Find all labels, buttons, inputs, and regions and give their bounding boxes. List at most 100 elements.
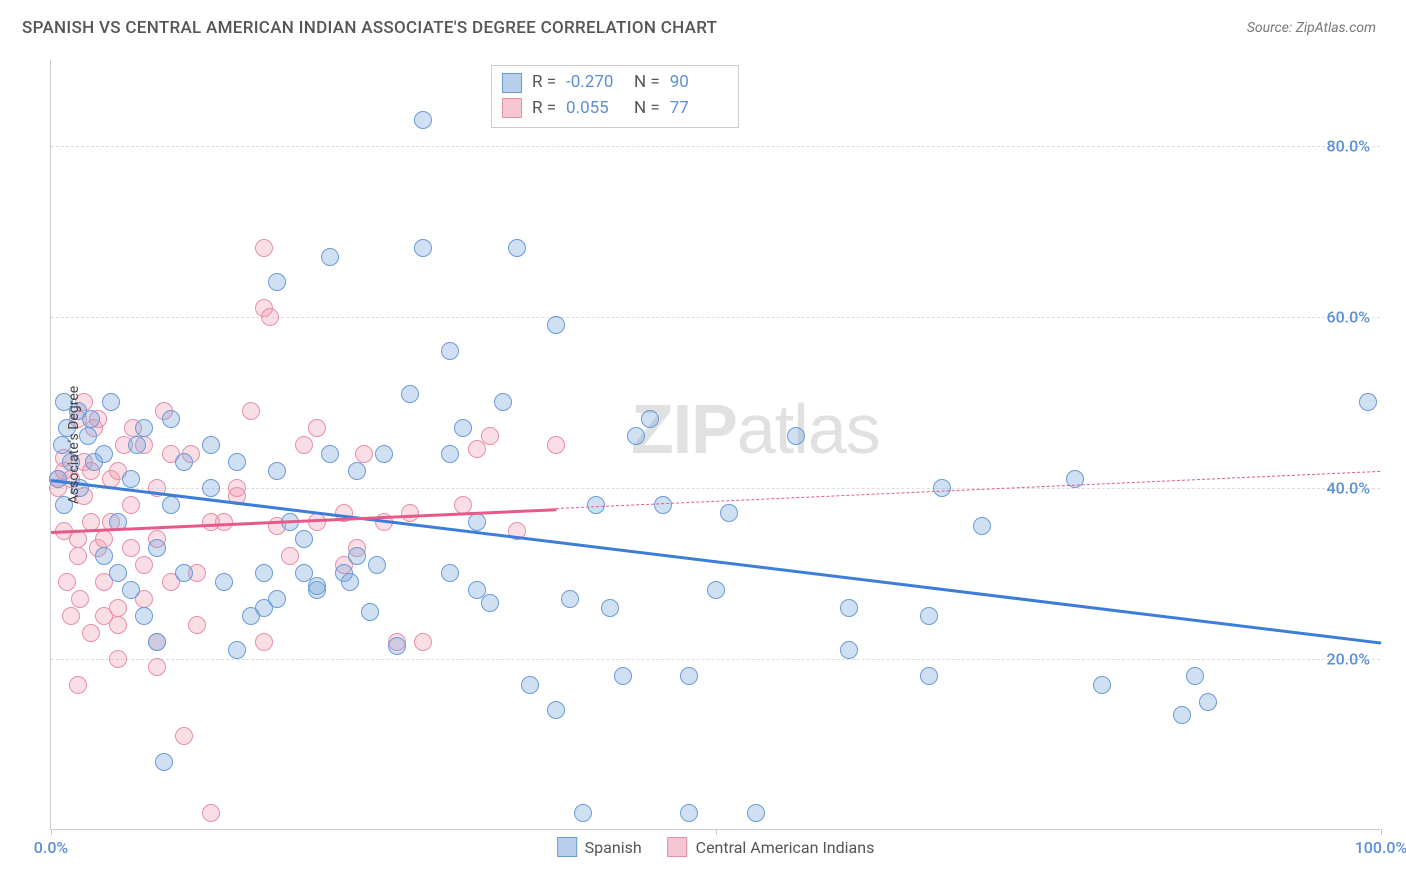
scatter-point <box>840 641 858 659</box>
scatter-point <box>95 445 113 463</box>
scatter-point <box>228 641 246 659</box>
scatter-point <box>321 248 339 266</box>
scatter-point <box>255 564 273 582</box>
scatter-point <box>920 667 938 685</box>
scatter-point <box>547 701 565 719</box>
scatter-point <box>401 504 419 522</box>
scatter-point <box>973 517 991 535</box>
scatter-point <box>441 342 459 360</box>
y-tick-label: 80.0% <box>1326 136 1370 155</box>
scatter-point <box>654 496 672 514</box>
scatter-point <box>840 599 858 617</box>
watermark-light: atlas <box>737 390 880 468</box>
scatter-point <box>148 539 166 557</box>
scatter-point <box>122 539 140 557</box>
scatter-point <box>261 308 279 326</box>
plot-region: ZIPatlas 20.0%40.0%60.0%80.0%0.0%100.0%R… <box>50 60 1380 830</box>
scatter-point <box>109 564 127 582</box>
x-tick <box>51 829 52 835</box>
scatter-point <box>281 547 299 565</box>
scatter-point <box>1359 393 1377 411</box>
legend-r-label: R = <box>532 96 556 122</box>
y-axis-label: Associate's Degree <box>66 386 82 504</box>
chart-title: SPANISH VS CENTRAL AMERICAN INDIAN ASSOC… <box>22 18 717 38</box>
legend-r-value: 0.055 <box>566 96 624 122</box>
watermark-bold: ZIP <box>631 390 737 468</box>
legend-swatch <box>668 837 688 857</box>
grid-line <box>51 488 1380 489</box>
legend-bottom-item: Spanish <box>557 837 642 857</box>
grid-line <box>51 146 1380 147</box>
scatter-point <box>1093 676 1111 694</box>
scatter-point <box>481 594 499 612</box>
scatter-point <box>521 676 539 694</box>
scatter-point <box>71 590 89 608</box>
legend-swatch <box>557 837 577 857</box>
scatter-point <box>128 436 146 454</box>
scatter-point <box>601 599 619 617</box>
scatter-point <box>295 436 313 454</box>
scatter-point <box>82 410 100 428</box>
legend-series-label: Central American Indians <box>696 838 875 857</box>
x-tick <box>1381 829 1382 835</box>
legend-bottom-item: Central American Indians <box>668 837 875 857</box>
scatter-point <box>202 436 220 454</box>
scatter-point <box>109 650 127 668</box>
grid-line <box>51 317 1380 318</box>
chart-header: SPANISH VS CENTRAL AMERICAN INDIAN ASSOC… <box>0 0 1406 48</box>
scatter-point <box>481 427 499 445</box>
scatter-point <box>341 573 359 591</box>
legend-n-value: 77 <box>670 96 728 122</box>
scatter-point <box>109 599 127 617</box>
scatter-point <box>242 402 260 420</box>
scatter-point <box>614 667 632 685</box>
scatter-point <box>135 607 153 625</box>
chart-source: Source: ZipAtlas.com <box>1247 20 1376 36</box>
scatter-point <box>268 590 286 608</box>
scatter-point <box>148 633 166 651</box>
scatter-point <box>375 445 393 463</box>
scatter-point <box>361 603 379 621</box>
scatter-point <box>388 637 406 655</box>
legend-r-label: R = <box>532 70 556 96</box>
y-tick-label: 20.0% <box>1326 649 1370 668</box>
legend-top: R =-0.270N =90R =0.055N =77 <box>491 65 739 128</box>
x-tick-label: 0.0% <box>34 838 68 857</box>
scatter-point <box>441 445 459 463</box>
scatter-point <box>368 556 386 574</box>
scatter-point <box>155 753 173 771</box>
scatter-point <box>747 804 765 822</box>
legend-swatch <box>502 98 522 118</box>
scatter-point <box>69 530 87 548</box>
scatter-point <box>95 530 113 548</box>
scatter-point <box>508 239 526 257</box>
legend-top-row: R =-0.270N =90 <box>502 70 728 96</box>
scatter-point <box>401 385 419 403</box>
scatter-point <box>102 393 120 411</box>
scatter-point <box>627 427 645 445</box>
legend-r-value: -0.270 <box>566 70 624 96</box>
legend-bottom: Spanish Central American Indians <box>557 837 875 857</box>
scatter-point <box>202 479 220 497</box>
scatter-point <box>321 445 339 463</box>
x-tick-label: 100.0% <box>1355 838 1406 857</box>
scatter-point <box>641 410 659 428</box>
scatter-point <box>268 462 286 480</box>
scatter-point <box>348 462 366 480</box>
scatter-point <box>574 804 592 822</box>
scatter-point <box>680 667 698 685</box>
scatter-point <box>82 624 100 642</box>
legend-series-label: Spanish <box>585 838 642 857</box>
scatter-point <box>162 410 180 428</box>
scatter-point <box>148 658 166 676</box>
legend-n-label: N = <box>634 96 660 122</box>
scatter-point <box>69 676 87 694</box>
scatter-point <box>122 470 140 488</box>
source-name: ZipAtlas.com <box>1296 20 1376 36</box>
scatter-point <box>414 111 432 129</box>
source-prefix: Source: <box>1247 20 1296 36</box>
scatter-point <box>162 496 180 514</box>
scatter-point <box>933 479 951 497</box>
scatter-point <box>680 804 698 822</box>
scatter-point <box>122 496 140 514</box>
